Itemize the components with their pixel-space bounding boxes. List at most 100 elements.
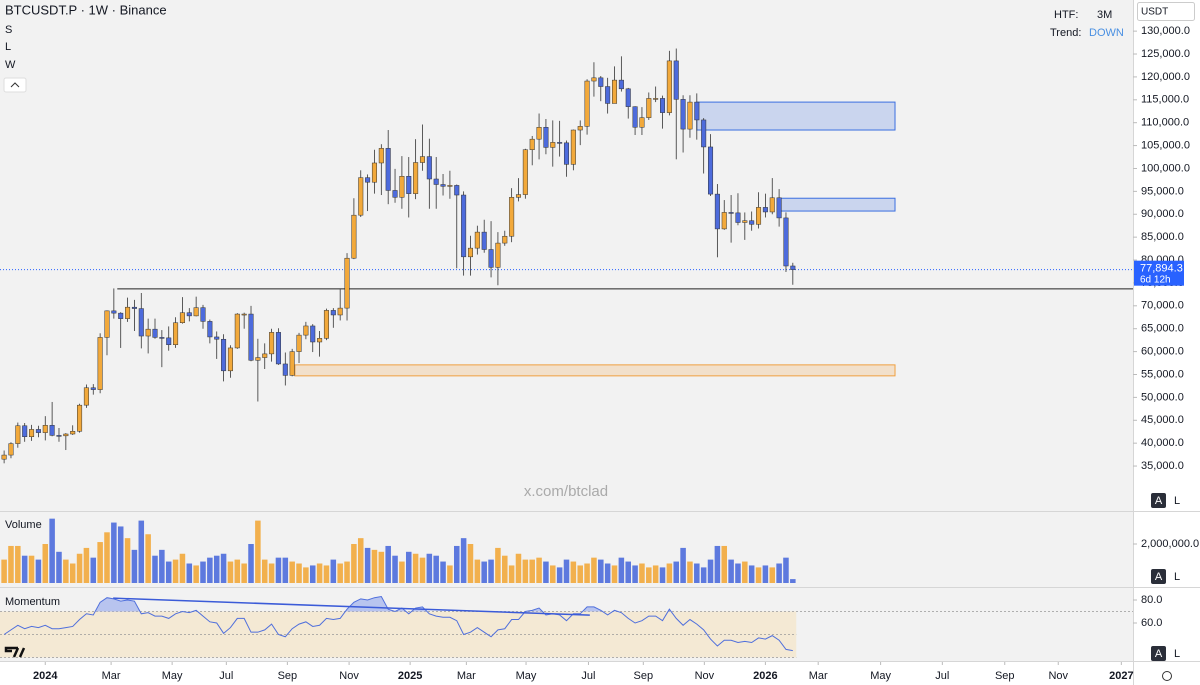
log-label[interactable]: L [1174,648,1180,660]
candle-body [413,162,419,194]
log-label[interactable]: L [1174,571,1180,583]
candle-body [461,194,467,258]
candle-body [454,185,460,196]
candle-body [433,178,439,185]
volume-bar [707,559,714,583]
collapse-button[interactable] [3,77,27,93]
volume-bar [515,553,522,583]
panel-title: Momentum [5,596,60,608]
zone [294,364,896,377]
candle-body [749,220,755,225]
candle-body [660,98,666,113]
volume-bar [769,567,776,583]
candle-body [762,207,768,213]
volume-bar [700,567,707,583]
candle-body [632,106,638,128]
candle-body [63,433,69,437]
log-label[interactable]: L [1174,495,1180,507]
candle-body [557,142,563,144]
volume-bar [652,565,659,583]
volume-bar [755,567,762,583]
volume-bar [21,555,28,583]
volume-bar [742,561,748,583]
candle-body [221,338,227,372]
volume-bar [131,549,138,583]
marks [0,48,1133,658]
candle-body [323,310,329,339]
candle-body [742,220,748,223]
volume-bar [790,579,796,583]
x-tick-label: Sep [278,670,298,682]
volume-bar [117,526,124,583]
volume-bar [351,544,357,583]
volume-bar [591,557,597,583]
auto-button[interactable] [1151,646,1166,661]
candle-body [701,119,707,148]
candle-body [577,126,583,131]
candle-body [776,197,782,219]
candle-body [296,334,302,352]
volume-bar [296,563,302,583]
auto-button[interactable] [1151,569,1166,584]
volume-bar [433,555,439,583]
volume-bar [584,563,590,583]
volume-bar [748,565,755,583]
volume-bar [776,563,782,583]
volume-bar [467,544,474,583]
volume-bar [680,547,686,583]
currency-select[interactable] [1137,2,1195,21]
candle-body [344,257,350,309]
volume-bar [241,563,247,583]
volume-bar [508,565,515,583]
candle-body [275,332,281,365]
candle-body [419,156,425,163]
x-tick-label: Jul [219,670,233,682]
x-tick-label: Sep [634,670,654,682]
y-tick-label: 80.0 [1141,594,1162,606]
volume-bar [536,557,542,583]
volume-bar [76,553,83,583]
trend-label: Trend: [1050,27,1081,39]
y-tick-label: 70,000.0 [1141,300,1184,312]
legend-item[interactable]: S [5,24,12,36]
y-tick-label: 95,000.0 [1141,185,1184,197]
x-tick-label: Mar [102,670,121,682]
price-tag [1134,260,1184,286]
candle-body [337,307,343,316]
x-tick-label: 2026 [753,670,777,682]
volume-bar [213,555,220,583]
candle-body [529,138,535,150]
volume-bar [15,545,21,583]
candle-body [42,425,48,433]
candle-body [234,313,240,349]
candle-body [77,404,83,432]
legend-item[interactable]: W [5,59,16,71]
volume-bar [138,520,145,583]
volume-bar [220,553,227,583]
candle-body [653,98,659,100]
volume-bar [179,553,186,583]
trend-value: DOWN [1089,27,1124,39]
volume-bar [399,561,405,583]
volume-bar [28,555,35,583]
candle-body [269,332,275,355]
volume-bar [330,559,337,583]
candle-body [769,197,775,213]
candle-body [358,177,364,216]
volume-bar [570,561,577,583]
legend-item[interactable]: L [5,41,11,53]
volume-bar [625,561,631,583]
candle-body [598,77,604,87]
candle-body [214,336,220,340]
settings-icon[interactable] [1162,671,1172,681]
candle-body [173,322,179,345]
volume-bar [145,534,151,583]
candle-body [399,176,405,198]
candle-body [145,328,151,337]
volume-bar [385,545,391,583]
volume-bar [543,561,549,583]
candle-body [618,79,624,90]
volume-bar [666,563,673,583]
candle-body [584,80,590,127]
auto-button[interactable] [1151,493,1166,508]
